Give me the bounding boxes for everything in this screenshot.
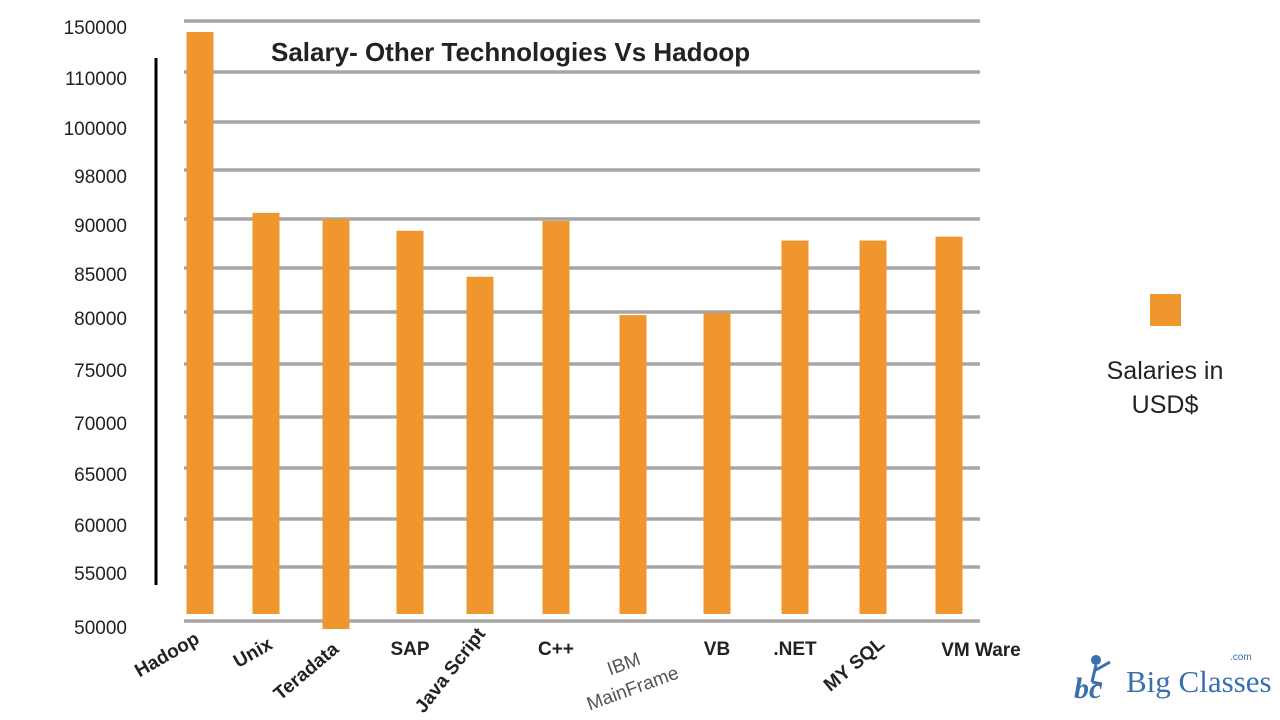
big-classes-logo-icon: bc	[1074, 655, 1111, 705]
svg-text:bc: bc	[1074, 672, 1102, 704]
bar	[619, 315, 647, 614]
bar	[542, 220, 570, 614]
x-category-label: Unix	[230, 634, 277, 673]
x-category-label: Java Script	[411, 624, 490, 717]
y-tick-label: 98000	[74, 167, 127, 188]
y-tick-label: 80000	[74, 309, 127, 330]
x-category-label: VB	[704, 639, 730, 660]
y-tick-label: 75000	[74, 361, 127, 382]
x-category-label: SAP	[390, 639, 429, 660]
bar	[781, 240, 809, 614]
y-tick-label: 100000	[64, 119, 127, 140]
y-tick-label: 150000	[64, 18, 127, 39]
y-axis-ticks: 50000 55000 60000 65000 70000 75000 80000 85000…	[64, 18, 127, 639]
x-category-label: VM Ware	[941, 640, 1021, 661]
logo-suffix-text: .com	[1230, 652, 1252, 663]
chart-title: Salary- Other Technologies Vs Hadoop	[271, 37, 750, 67]
gridlines	[184, 19, 980, 623]
bar	[466, 276, 494, 614]
legend-swatch	[1149, 294, 1181, 326]
y-tick-label: 65000	[74, 465, 127, 486]
y-tick-label: 55000	[74, 564, 127, 585]
x-category-label: Teradata	[270, 638, 343, 704]
bar	[703, 313, 731, 614]
y-tick-label: 70000	[74, 414, 127, 435]
logo-brand-text: Big Classes	[1126, 664, 1272, 699]
y-tick-label: 90000	[74, 216, 127, 237]
y-tick-label: 85000	[74, 265, 127, 286]
x-category-label: Hadoop	[131, 628, 203, 682]
y-tick-label: 110000	[65, 69, 127, 90]
bar	[935, 236, 963, 614]
x-category-label: IBMMainFrame	[575, 638, 681, 715]
bar	[186, 32, 214, 614]
bar	[859, 240, 887, 614]
legend: Salaries in USD$	[1090, 294, 1240, 422]
bar	[396, 230, 424, 614]
x-category-label: .NET	[773, 639, 817, 660]
y-tick-label: 60000	[74, 516, 127, 537]
bars	[186, 32, 963, 629]
legend-label: Salaries in USD$	[1106, 357, 1224, 419]
bar	[322, 219, 350, 629]
bar	[252, 212, 280, 614]
y-tick-label: 50000	[74, 618, 127, 639]
x-category-label: MY SQL	[820, 633, 889, 696]
big-classes-logo: bc Big Classes .com	[1070, 652, 1272, 712]
x-category-label: C++	[538, 639, 574, 660]
